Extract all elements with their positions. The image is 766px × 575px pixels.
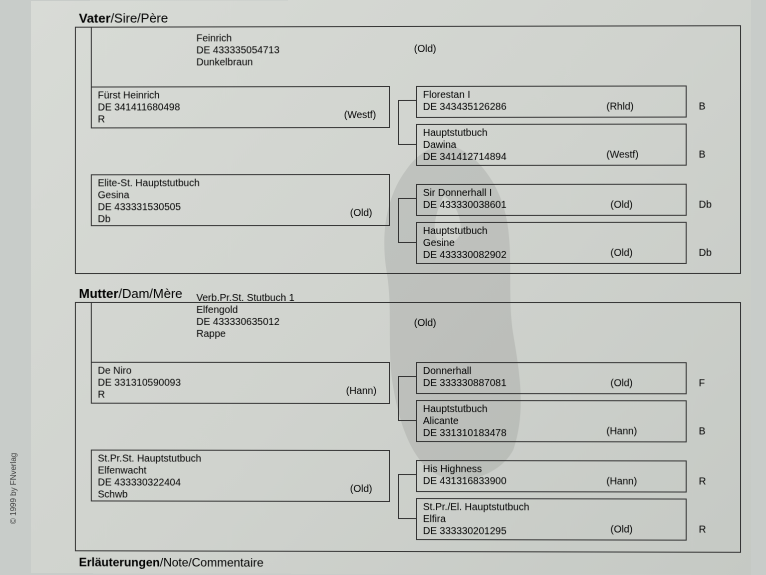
- dam-gen3b-studbook: (Hann): [606, 426, 637, 437]
- sire-gen3a-studbook: (Rhld): [606, 102, 633, 113]
- dam-gen1: Verb.Pr.St. Stutbuch 1 Elfengold DE 4333…: [190, 290, 430, 344]
- sire-gen2a: Fürst Heinrich DE 341411680498 R: [91, 86, 390, 128]
- dam-gen3d: St.Pr./El. Hauptstutbuch Elfira DE 33333…: [416, 498, 687, 541]
- dam-gen2a-studbook: (Hann): [346, 386, 377, 397]
- sire-gen2b: Elite-St. Hauptstutbuch Gesina DE 433331…: [91, 174, 390, 226]
- dam-gen3d-color: R: [699, 525, 706, 536]
- dam-gen3d-studbook: (Old): [610, 524, 632, 535]
- sire-gen2a-studbook: (Westf): [344, 110, 376, 121]
- copyright-text: © 1999 by FNverlag: [9, 453, 18, 524]
- dam-gen3c-studbook: (Hann): [606, 476, 637, 487]
- sire-gen3b: Hauptstutbuch Dawina DE 341412714894: [416, 124, 687, 166]
- sire-gen3b-studbook: (Westf): [606, 150, 638, 161]
- dam-gen3a: Donnerhall DE 333330887081: [416, 362, 687, 394]
- sire-gen3d-studbook: (Old): [610, 248, 632, 259]
- dam-gen3b: Hauptstutbuch Alicante DE 331310183478: [416, 400, 687, 442]
- dam-gen3c-color: R: [699, 477, 706, 488]
- dam-gen3a-color: F: [699, 378, 705, 389]
- dam-gen2b-studbook: (Old): [350, 484, 372, 495]
- dam-gen3b-color: B: [699, 426, 706, 437]
- dam-gen1-studbook: (Old): [414, 318, 436, 329]
- sire-gen1: Feinrich DE 433335054713 Dunkelbraun: [190, 30, 430, 74]
- sire-gen3c-studbook: (Old): [610, 200, 632, 211]
- sire-gen3b-color: B: [699, 150, 706, 161]
- sire-gen2b-studbook: (Old): [350, 208, 372, 219]
- dam-gen3c: His Highness DE 431316833900: [416, 460, 687, 492]
- dam-section-title: Mutter/Dam/Mère: [79, 286, 183, 301]
- sire-gen3d-color: Db: [699, 248, 712, 259]
- dam-gen2a: De Niro DE 331310590093 R: [91, 362, 390, 404]
- dam-gen2b: St.Pr.St. Hauptstutbuch Elfenwacht DE 43…: [91, 450, 390, 502]
- dam-gen3a-studbook: (Old): [610, 378, 632, 389]
- pedigree-document: Vater/Sire/Père Feinrich DE 433335054713…: [31, 0, 751, 575]
- sire-gen1-studbook: (Old): [414, 44, 436, 55]
- sire-gen3c-color: Db: [699, 200, 712, 211]
- sire-gen3c: Sir Donnerhall I DE 433330038601: [416, 184, 687, 216]
- sire-gen3a: Florestan I DE 343435126286: [416, 85, 687, 117]
- sire-gen3d: Hauptstutbuch Gesine DE 433330082902: [416, 222, 687, 264]
- footer-note-label: Erläuterungen/Note/Commentaire: [79, 555, 264, 569]
- sire-section-title: Vater/Sire/Père: [79, 11, 168, 26]
- sire-gen3a-color: B: [699, 101, 706, 112]
